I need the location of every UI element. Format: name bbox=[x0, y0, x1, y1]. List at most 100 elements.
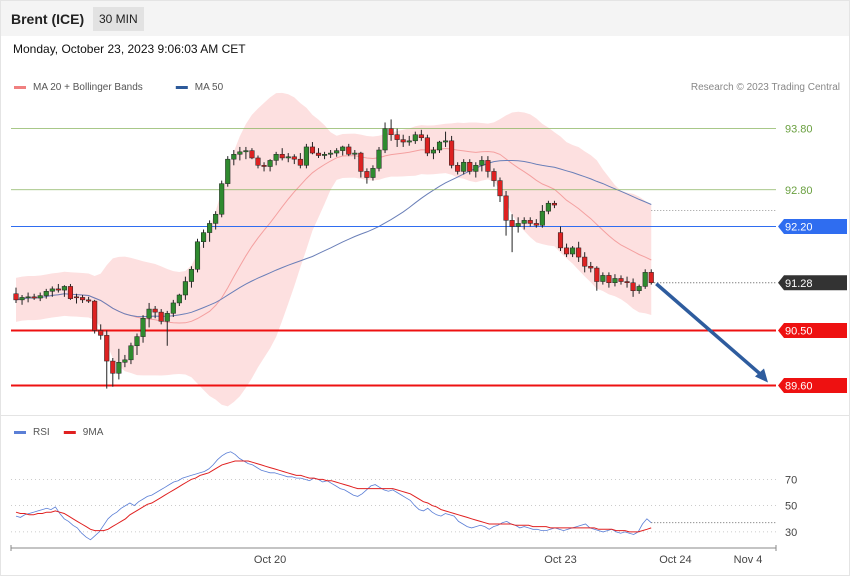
candle-body bbox=[346, 146, 352, 155]
level-tag-1: 92.80 bbox=[785, 185, 813, 197]
candle-89 bbox=[551, 200, 558, 209]
legend-swatch bbox=[63, 431, 76, 434]
candle-70 bbox=[436, 140, 443, 154]
candle-60 bbox=[376, 146, 382, 172]
candle-body bbox=[92, 300, 98, 331]
candle-body bbox=[176, 294, 182, 304]
rsi-panel: 70 50 30 bbox=[11, 451, 797, 541]
candle-13 bbox=[92, 299, 98, 334]
candle-body bbox=[636, 286, 642, 291]
candle-body bbox=[128, 345, 134, 361]
rsi-series-rsi bbox=[15, 451, 652, 541]
candle-30 bbox=[194, 238, 201, 273]
legend-item-0: MA 20 + Bollinger Bands bbox=[14, 82, 143, 93]
candle-body bbox=[515, 223, 521, 227]
candle-98 bbox=[606, 272, 612, 288]
candle-body bbox=[436, 141, 443, 151]
candle-94 bbox=[582, 252, 588, 273]
candle-65 bbox=[406, 135, 412, 146]
candle-81 bbox=[503, 190, 509, 236]
candle-16 bbox=[110, 358, 116, 387]
candle-19 bbox=[128, 342, 134, 365]
legend-swatch bbox=[14, 86, 26, 89]
candle-91 bbox=[564, 243, 570, 258]
level-tag-bg bbox=[778, 378, 847, 394]
candle-0 bbox=[13, 287, 19, 303]
candle-body bbox=[73, 296, 80, 299]
candle-44 bbox=[279, 148, 285, 161]
candle-24 bbox=[158, 309, 164, 325]
candle-body bbox=[618, 278, 624, 282]
candle-body bbox=[340, 146, 346, 151]
candle-105 bbox=[648, 269, 654, 285]
candle-23 bbox=[152, 306, 158, 319]
candle-body bbox=[533, 223, 539, 226]
candle-body bbox=[188, 269, 194, 282]
candle-83 bbox=[515, 217, 521, 233]
candle-body bbox=[104, 335, 110, 362]
candle-63 bbox=[394, 128, 400, 147]
candle-5 bbox=[43, 288, 49, 299]
bollinger-band-area bbox=[16, 92, 652, 407]
legend-bottom: RSI 9MA bbox=[14, 427, 104, 438]
candle-4 bbox=[37, 292, 43, 302]
candle-46 bbox=[291, 154, 297, 165]
candle-body bbox=[273, 154, 279, 161]
candle-body bbox=[424, 137, 430, 154]
chart-datetime: Monday, October 23, 2023 9:06:03 AM CET bbox=[13, 42, 246, 56]
moving-averages bbox=[15, 147, 652, 324]
candle-55 bbox=[346, 143, 352, 157]
candle-body bbox=[400, 139, 406, 143]
legend-label: MA 20 + Bollinger Bands bbox=[33, 82, 143, 93]
timeframe-button[interactable]: 30 MIN bbox=[93, 7, 144, 31]
candle-body bbox=[237, 151, 243, 155]
candle-body bbox=[110, 360, 116, 374]
candle-body bbox=[358, 152, 364, 172]
rsi-tick-label: 50 bbox=[785, 501, 797, 513]
candle-body bbox=[134, 336, 140, 347]
candle-body bbox=[43, 291, 49, 296]
level-label: 91.28 bbox=[785, 278, 813, 290]
candle-6 bbox=[49, 286, 55, 297]
candle-body bbox=[170, 302, 176, 314]
candle-body bbox=[473, 165, 479, 172]
candle-body bbox=[600, 275, 606, 282]
candle-87 bbox=[539, 205, 545, 228]
candle-62 bbox=[388, 119, 394, 141]
candle-body bbox=[491, 171, 497, 181]
candle-49 bbox=[309, 142, 315, 155]
level-tag-5: 89.60 bbox=[778, 378, 847, 394]
legend-label: MA 50 bbox=[195, 82, 224, 93]
candle-66 bbox=[412, 131, 418, 144]
candle-8 bbox=[61, 285, 67, 297]
level-label: 92.20 bbox=[785, 221, 813, 233]
candle-33 bbox=[213, 211, 219, 230]
candle-body bbox=[86, 299, 92, 302]
candle-body bbox=[352, 152, 358, 155]
candle-body bbox=[551, 202, 558, 206]
candle-body bbox=[13, 293, 19, 301]
candle-20 bbox=[134, 333, 140, 355]
candle-body bbox=[158, 311, 164, 322]
candle-90 bbox=[557, 226, 564, 251]
candle-body bbox=[152, 308, 158, 313]
candle-57 bbox=[358, 151, 364, 178]
candle-78 bbox=[485, 156, 491, 178]
candle-100 bbox=[618, 275, 624, 285]
candle-12 bbox=[86, 296, 92, 303]
candle-body bbox=[430, 149, 436, 154]
candle-body bbox=[557, 232, 564, 249]
candle-body bbox=[116, 362, 122, 374]
candle-14 bbox=[98, 324, 104, 340]
candle-82 bbox=[509, 214, 515, 253]
candle-body bbox=[164, 313, 170, 322]
candles bbox=[13, 119, 654, 389]
candle-body bbox=[485, 160, 491, 172]
candle-body bbox=[61, 286, 67, 291]
candle-body bbox=[382, 128, 388, 151]
level-label: 93.80 bbox=[785, 124, 813, 136]
rsi-tick-label: 30 bbox=[785, 527, 797, 539]
candle-42 bbox=[267, 159, 273, 172]
legend-swatch bbox=[175, 86, 188, 89]
forecast-arrow-head bbox=[755, 368, 768, 383]
